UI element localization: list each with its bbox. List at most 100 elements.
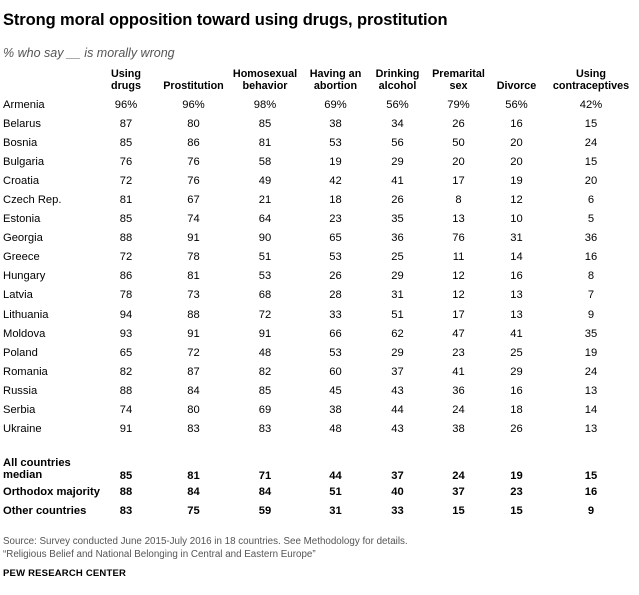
value-cell: 24 (452, 404, 465, 417)
column-header-line: Having an (309, 68, 362, 80)
value-cell: 90 (258, 232, 272, 245)
value-cell: 15 (452, 505, 465, 518)
value-cell: 19 (329, 155, 342, 168)
value-cell: 84 (187, 384, 200, 397)
value-cell: 26 (452, 117, 465, 130)
row-label: Estonia (0, 210, 92, 229)
value-cell: 75 (187, 505, 200, 518)
row-label: Armenia (0, 95, 92, 114)
value-cell: 88 (119, 232, 133, 245)
value-cell: 43 (391, 423, 404, 436)
value-cell: 29 (510, 365, 523, 378)
column-header-line: Using (576, 68, 606, 80)
country-row: Armenia 96% 96% 98% 69% 56% 79% 56% 42% (0, 95, 639, 114)
country-row: Estonia 85 74 64 23 35 13 10 5 (0, 210, 639, 229)
value-cell: 53 (329, 346, 342, 359)
value-cell: 16 (584, 486, 598, 499)
value-cell: 41 (510, 327, 523, 340)
value-cell: 12 (452, 270, 465, 283)
value-cell: 26 (510, 423, 523, 436)
row-label-text: All countries (3, 456, 71, 469)
header-country (0, 65, 92, 95)
value-cell: 76 (452, 232, 465, 245)
value-cell: 69% (324, 98, 347, 111)
value-cell: 45 (329, 384, 342, 397)
country-row: Bosnia 85 86 81 53 56 50 20 24 (0, 133, 639, 152)
row-label: Hungary (0, 267, 92, 286)
value-cell: 83 (119, 505, 133, 518)
value-cell: 85 (258, 384, 272, 397)
value-cell: 40 (391, 486, 404, 499)
value-cell: 20 (510, 136, 523, 149)
value-cell: 80 (187, 117, 200, 130)
value-cell: 15 (510, 505, 523, 518)
value-cell: 84 (187, 486, 200, 499)
value-cell: 41 (391, 174, 404, 187)
summary-row: Orthodox majority 88 84 84 51 40 37 23 16 (0, 483, 639, 502)
value-cell: 14 (584, 404, 598, 417)
source-line-2: “Religious Belief and National Belonging… (3, 548, 316, 560)
value-cell: 36 (391, 232, 404, 245)
value-cell: 94 (119, 308, 133, 321)
row-label-text: Romania (3, 365, 48, 378)
column-header-line: abortion (313, 80, 358, 92)
row-label: Romania (0, 362, 92, 381)
row-label-text: Other countries (3, 505, 87, 518)
value-cell: 91 (187, 232, 200, 245)
row-label-text: Moldova (3, 327, 46, 340)
value-cell: 23 (452, 346, 465, 359)
table-spacer (0, 439, 639, 452)
country-row: Romania 82 87 82 60 37 41 29 24 (0, 362, 639, 381)
row-label: Greece (0, 248, 92, 267)
value-cell: 33 (391, 505, 404, 518)
value-cell: 76 (187, 155, 200, 168)
value-cell: 8 (455, 194, 462, 207)
value-cell: 19 (584, 346, 598, 359)
value-cell: 88 (119, 486, 133, 499)
value-cell: 16 (510, 270, 523, 283)
value-cell: 20 (510, 155, 523, 168)
value-cell: 78 (187, 251, 200, 264)
column-header: Divorce (490, 65, 543, 95)
value-cell: 76 (119, 155, 133, 168)
value-cell: 31 (391, 289, 404, 302)
row-label: Russia (0, 381, 92, 400)
column-header: Prostitution (160, 65, 227, 95)
value-cell: 38 (329, 117, 342, 130)
country-row: Latvia 78 73 68 28 31 12 13 7 (0, 286, 639, 305)
value-cell: 24 (584, 365, 598, 378)
value-cell: 56% (386, 98, 409, 111)
value-cell: 81 (187, 270, 200, 283)
column-header-line: behavior (242, 80, 288, 92)
value-cell: 26 (329, 270, 342, 283)
value-cell: 79% (447, 98, 470, 111)
value-cell: 25 (391, 251, 404, 264)
value-cell: 33 (329, 308, 342, 321)
value-cell: 37 (452, 486, 465, 499)
value-cell: 81 (187, 469, 200, 482)
summary-row: Other countries 83 75 59 31 33 15 15 9 (0, 502, 639, 521)
column-header-line: contraceptives (552, 80, 630, 92)
source-line-1: Source: Survey conducted June 2015-July … (3, 536, 408, 547)
value-cell: 86 (187, 136, 200, 149)
value-cell: 51 (329, 486, 342, 499)
column-header: Drinking alcohol (368, 65, 427, 95)
value-cell: 85 (119, 213, 133, 226)
column-header-line: Using (111, 68, 141, 80)
value-cell: 51 (258, 251, 272, 264)
value-cell: 91 (258, 327, 272, 340)
row-label: Bulgaria (0, 152, 92, 171)
row-label: Georgia (0, 229, 92, 248)
row-label-text: Poland (3, 346, 38, 359)
summary-row: All countries median 85 81 71 44 37 24 19 15 (0, 452, 639, 483)
value-cell: 16 (584, 251, 598, 264)
column-header-line: Prostitution (163, 80, 224, 92)
value-cell: 50 (452, 136, 465, 149)
value-cell: 37 (391, 469, 404, 482)
value-cell: 21 (258, 194, 272, 207)
row-label: All countries median (0, 452, 92, 483)
country-row: Ukraine 91 83 83 48 43 38 26 13 (0, 420, 639, 439)
value-cell: 29 (391, 155, 404, 168)
value-cell: 20 (452, 155, 465, 168)
row-label-text: Czech Rep. (3, 194, 62, 207)
